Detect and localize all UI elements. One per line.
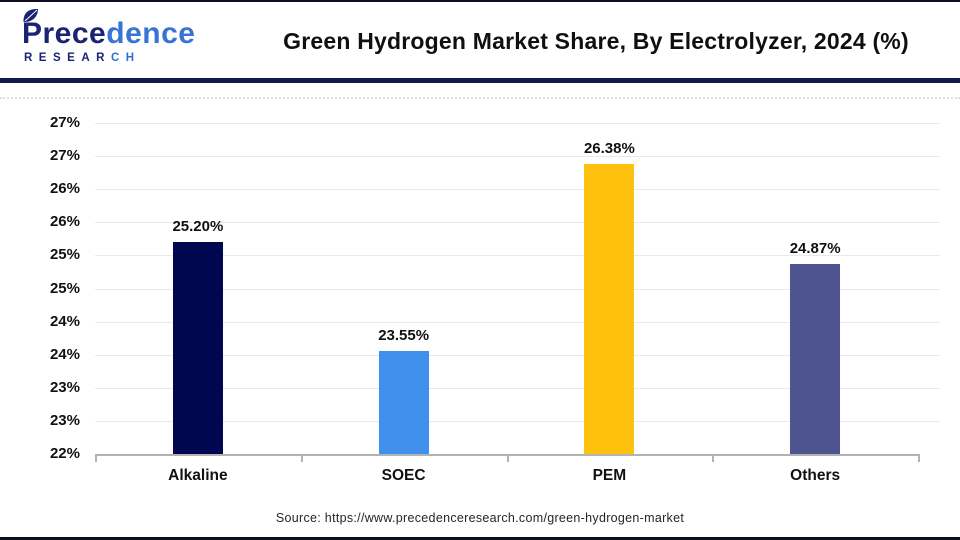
gridline — [95, 420, 940, 422]
gridline — [95, 189, 940, 191]
bar-value-label: 23.55% — [378, 327, 430, 345]
y-axis-tick-label: 26% — [49, 180, 80, 198]
gridline — [95, 123, 940, 124]
y-axis-tick-label: 26% — [49, 213, 80, 231]
source-text: Source: https://www.precedenceresearch.c… — [275, 511, 685, 525]
bar-value-label: 24.87% — [789, 240, 841, 257]
y-axis-tick-label: 22% — [49, 445, 80, 462]
x-axis-tick — [506, 454, 509, 462]
y-axis-tick-label: 25% — [49, 246, 80, 264]
leaf-icon — [23, 8, 38, 22]
header-divider — [0, 78, 960, 83]
y-axis-tick-label: 27% — [49, 147, 80, 165]
precedence-research-logo: Precedence RESEARCH — [0, 8, 240, 64]
x-axis-tick — [300, 454, 303, 462]
bar-soec — [378, 351, 429, 454]
bar-pem — [584, 164, 635, 454]
x-axis-tick — [95, 454, 97, 462]
bar-others — [790, 264, 841, 454]
y-axis-tick-label: 24% — [49, 312, 80, 330]
logo-subtext-dark: RESEAR — [24, 51, 111, 64]
chart-top-dotted-border — [0, 97, 960, 99]
x-axis-category-label: Alkaline — [168, 467, 228, 484]
y-axis-tick-label: 27% — [49, 114, 80, 131]
chart-title: Green Hydrogen Market Share, By Electrol… — [283, 27, 909, 54]
bar-alkaline — [172, 242, 223, 454]
y-axis-tick-label: 24% — [49, 345, 80, 363]
logo-wordmark: Precedence — [22, 8, 240, 50]
gridline — [95, 156, 940, 158]
logo-subtext: RESEARCH — [22, 52, 240, 64]
x-axis-category-label: Others — [790, 467, 841, 484]
x-axis-tick — [918, 454, 920, 462]
x-axis-tick — [712, 454, 715, 462]
y-axis-tick-label: 23% — [49, 411, 80, 429]
gridline — [95, 288, 940, 290]
bar-value-label: 26.38% — [583, 140, 635, 158]
gridline — [95, 255, 940, 257]
gridline — [95, 354, 940, 356]
logo-text-light: dence — [106, 16, 196, 50]
y-axis-tick-label: 23% — [49, 378, 80, 396]
x-axis-category-label: PEM — [592, 467, 627, 484]
gridline — [95, 387, 940, 389]
y-axis-tick-label: 25% — [49, 279, 80, 297]
x-axis-category-label: SOEC — [381, 467, 426, 484]
gridline — [95, 222, 940, 224]
bar-value-label: 25.20% — [172, 218, 224, 236]
gridline — [95, 321, 940, 323]
header: Precedence RESEARCH Green Hydrogen Marke… — [0, 4, 960, 78]
logo-text-dark: Prece — [22, 16, 107, 50]
logo-subtext-light: CH — [110, 51, 141, 64]
